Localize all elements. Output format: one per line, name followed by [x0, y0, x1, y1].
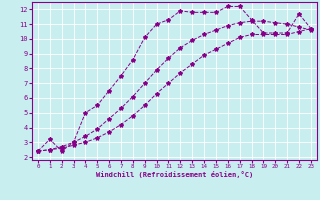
X-axis label: Windchill (Refroidissement éolien,°C): Windchill (Refroidissement éolien,°C) — [96, 171, 253, 178]
